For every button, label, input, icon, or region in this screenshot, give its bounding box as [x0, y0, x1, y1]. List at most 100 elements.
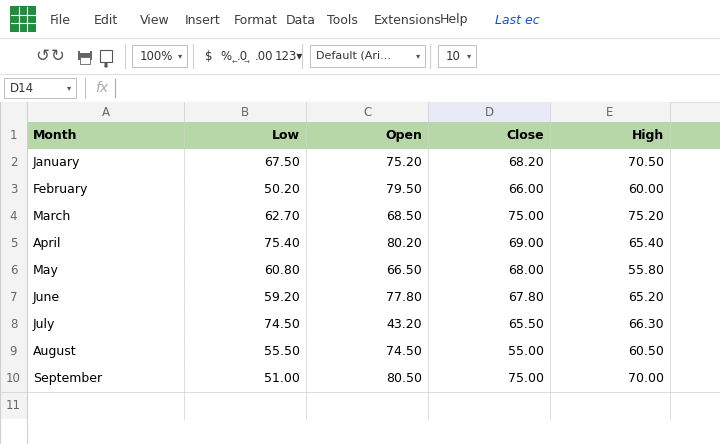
- Text: April: April: [33, 237, 61, 250]
- Bar: [27, 149, 720, 176]
- Text: 3: 3: [10, 183, 17, 196]
- Text: Last ec: Last ec: [495, 13, 539, 27]
- Bar: [0, 122, 27, 149]
- Text: E: E: [606, 106, 613, 119]
- Text: .00: .00: [255, 49, 274, 63]
- Text: 75.40: 75.40: [264, 237, 300, 250]
- Bar: [100, 50, 112, 62]
- Text: 9: 9: [10, 345, 17, 358]
- Bar: [0, 203, 27, 230]
- Text: 79.50: 79.50: [386, 183, 422, 196]
- Text: 50.20: 50.20: [264, 183, 300, 196]
- Bar: [550, 102, 670, 122]
- Text: fx: fx: [95, 81, 108, 95]
- Bar: [27, 392, 720, 419]
- Text: Close: Close: [506, 129, 544, 142]
- Text: 62.70: 62.70: [264, 210, 300, 223]
- Text: 100%: 100%: [140, 49, 174, 63]
- Bar: [0, 311, 27, 338]
- Text: 66.50: 66.50: [386, 264, 422, 277]
- Text: Edit: Edit: [94, 13, 118, 27]
- Bar: [78, 51, 92, 60]
- Bar: [0, 176, 27, 203]
- Text: 2: 2: [10, 156, 17, 169]
- Bar: [306, 102, 428, 122]
- Bar: [27, 311, 720, 338]
- Bar: [428, 102, 550, 122]
- Bar: [184, 102, 306, 122]
- Text: 66.30: 66.30: [629, 318, 664, 331]
- Text: ←: ←: [232, 60, 238, 66]
- Bar: [27, 102, 184, 122]
- Text: File: File: [50, 13, 71, 27]
- Bar: [132, 45, 187, 67]
- Text: 80.20: 80.20: [386, 237, 422, 250]
- Bar: [0, 74, 720, 102]
- Text: 59.20: 59.20: [264, 291, 300, 304]
- Text: March: March: [33, 210, 71, 223]
- Bar: [27, 230, 720, 257]
- Bar: [27, 176, 720, 203]
- Text: .0: .0: [237, 49, 248, 63]
- Text: 11: 11: [6, 399, 21, 412]
- Text: 75.00: 75.00: [508, 372, 544, 385]
- Bar: [27, 365, 720, 392]
- Text: 8: 8: [10, 318, 17, 331]
- Text: January: January: [33, 156, 81, 169]
- Text: June: June: [33, 291, 60, 304]
- Text: ↺: ↺: [35, 47, 49, 65]
- Text: Month: Month: [33, 129, 78, 142]
- Bar: [80, 57, 90, 64]
- Bar: [0, 338, 27, 365]
- Text: 68.00: 68.00: [508, 264, 544, 277]
- Text: D14: D14: [10, 82, 34, 95]
- Text: 66.00: 66.00: [508, 183, 544, 196]
- Text: 5: 5: [10, 237, 17, 250]
- Text: 70.00: 70.00: [628, 372, 664, 385]
- Text: 68.20: 68.20: [508, 156, 544, 169]
- Bar: [310, 45, 425, 67]
- Bar: [0, 230, 27, 257]
- Text: 7: 7: [10, 291, 17, 304]
- Text: →: →: [244, 60, 250, 66]
- Text: D: D: [485, 106, 494, 119]
- Text: 65.20: 65.20: [629, 291, 664, 304]
- Text: ▾: ▾: [67, 83, 71, 92]
- Text: ▾: ▾: [416, 52, 420, 60]
- Text: High: High: [631, 129, 664, 142]
- Text: ▾: ▾: [178, 52, 182, 60]
- Bar: [27, 122, 720, 149]
- Text: 60.00: 60.00: [628, 183, 664, 196]
- Text: Format: Format: [234, 13, 278, 27]
- Text: C: C: [363, 106, 371, 119]
- Text: 75.20: 75.20: [628, 210, 664, 223]
- Text: View: View: [140, 13, 170, 27]
- Text: 77.80: 77.80: [386, 291, 422, 304]
- Bar: [0, 102, 27, 122]
- Text: September: September: [33, 372, 102, 385]
- Text: Data: Data: [286, 13, 316, 27]
- Text: 10: 10: [446, 49, 461, 63]
- Text: 1: 1: [10, 129, 17, 142]
- Text: ↻: ↻: [51, 47, 65, 65]
- Text: 69.00: 69.00: [508, 237, 544, 250]
- Text: 55.80: 55.80: [628, 264, 664, 277]
- Text: 70.50: 70.50: [628, 156, 664, 169]
- Text: 80.50: 80.50: [386, 372, 422, 385]
- Text: $: $: [205, 49, 212, 63]
- Text: 10: 10: [6, 372, 21, 385]
- Text: 74.50: 74.50: [264, 318, 300, 331]
- Bar: [27, 284, 720, 311]
- Bar: [10, 6, 36, 32]
- Text: 67.50: 67.50: [264, 156, 300, 169]
- Bar: [80, 49, 90, 53]
- Text: Open: Open: [385, 129, 422, 142]
- Bar: [0, 284, 27, 311]
- FancyArrow shape: [104, 62, 109, 68]
- Text: 60.50: 60.50: [628, 345, 664, 358]
- Text: 75.00: 75.00: [508, 210, 544, 223]
- Bar: [27, 338, 720, 365]
- Text: ▾: ▾: [467, 52, 471, 60]
- Text: 4: 4: [10, 210, 17, 223]
- Bar: [438, 45, 476, 67]
